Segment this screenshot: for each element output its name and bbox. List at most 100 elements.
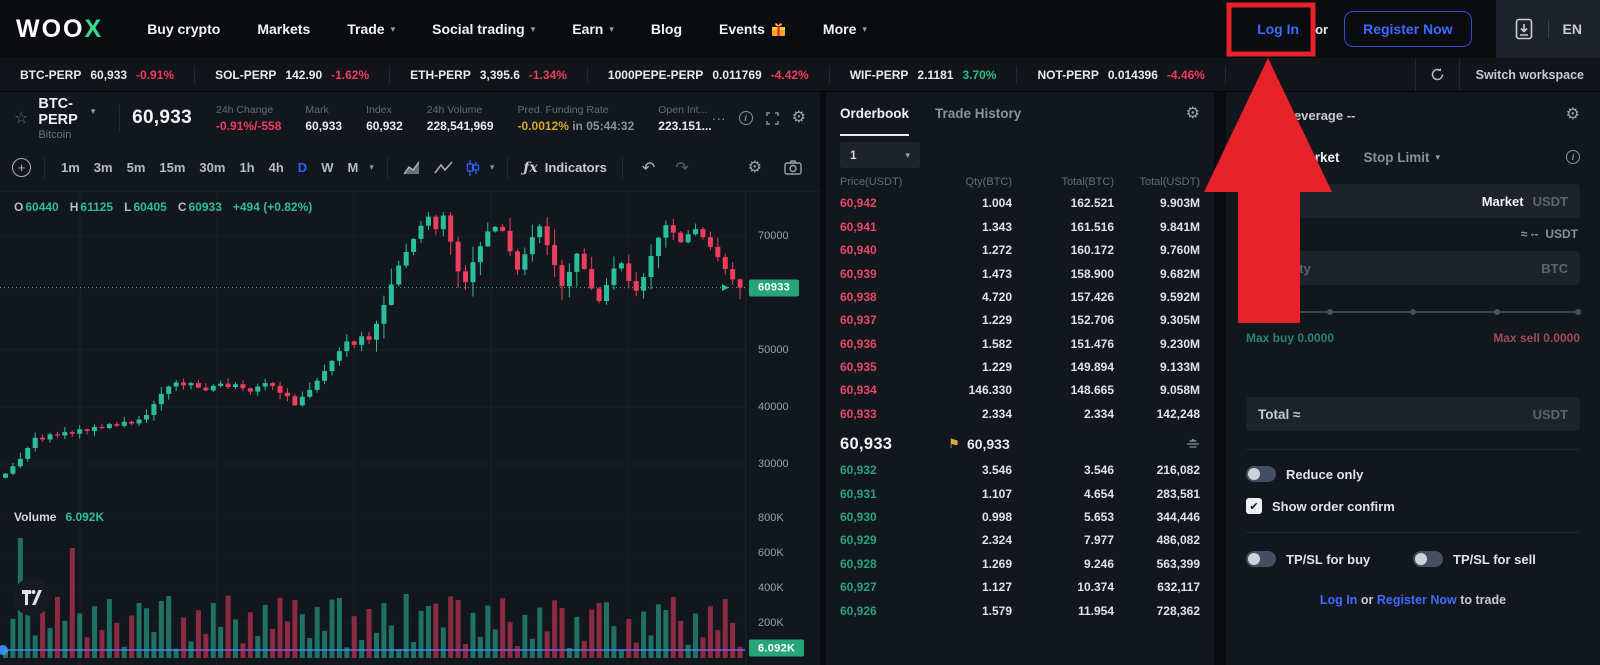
menu-item-blog[interactable]: Blog	[650, 21, 682, 37]
orderbook-settings-gear-icon[interactable]: ⚙	[1185, 105, 1200, 122]
ticker-eth-perp[interactable]: ETH-PERP 3,395.6 -1.34%	[390, 65, 588, 84]
flag-icon: ⚑	[948, 436, 960, 452]
price-field[interactable]: Market USDT	[1246, 184, 1580, 218]
indicators-button[interactable]: ƒx Indicators	[523, 159, 607, 176]
menu-item-more[interactable]: More ▾	[822, 21, 867, 37]
candles-icon[interactable]	[460, 159, 486, 177]
orderbook-row[interactable]: 60,940 1.272 160.172 9.760M	[840, 243, 1200, 258]
ticker-wif-perp[interactable]: WIF-PERP 2.1181 3.70%	[830, 65, 1018, 84]
orderbook-row[interactable]: 60,934 146.330 148.665 9.058M	[840, 383, 1200, 398]
menu-item-earn[interactable]: Earn ▾	[572, 21, 614, 37]
grouping-dropdown[interactable]: 1 ▾	[840, 142, 920, 168]
add-compare-icon[interactable]: +	[12, 158, 31, 177]
order-form-gear-icon[interactable]: ⚙	[1565, 106, 1580, 123]
orderbook-row[interactable]: 60,928 1.269 9.246 563,399	[840, 556, 1200, 571]
timeframe-4h[interactable]: 4h	[268, 160, 284, 175]
orderbook-row[interactable]: 60,926 1.579 11.954 728,362	[840, 603, 1200, 618]
ticker-btc-perp[interactable]: BTC-PERP 60,933 -0.91%	[0, 65, 196, 84]
info-icon[interactable]: i	[1566, 150, 1580, 164]
menu-item-trade[interactable]: Trade ▾	[347, 21, 396, 37]
undo-icon[interactable]: ↶	[641, 159, 656, 177]
orderbook-row[interactable]: 60,936 1.582 151.476 9.230M	[840, 336, 1200, 351]
timeframe-5m[interactable]: 5m	[126, 160, 146, 175]
depth-view-icon[interactable]	[1186, 438, 1200, 450]
timeframe-d[interactable]: D	[297, 160, 308, 175]
download-app-icon[interactable]	[1514, 18, 1534, 40]
orderbook-row[interactable]: 60,929 2.324 7.977 486,082	[840, 533, 1200, 548]
menu-item-events[interactable]: Events	[719, 21, 786, 37]
orderbook-row[interactable]: 60,932 3.546 3.546 216,082	[840, 463, 1200, 478]
camera-icon[interactable]	[778, 160, 808, 175]
orderbook-row[interactable]: 60,930 0.998 5.653 344,446	[840, 510, 1200, 525]
last-price: 60,933	[132, 107, 192, 128]
total-field[interactable]: Total ≈ USDT	[1246, 397, 1580, 431]
tab-trade-history[interactable]: Trade History	[935, 105, 1022, 121]
ticker-sol-perp[interactable]: SOL-PERP 142.90 -1.62%	[195, 65, 391, 84]
timeframe-3m[interactable]: 3m	[93, 160, 113, 175]
register-button[interactable]: Register Now	[1344, 11, 1472, 47]
approx-value: ≈ -- USDT	[1520, 227, 1578, 241]
timeframe-30m[interactable]: 30m	[199, 160, 226, 175]
orderbook-row[interactable]: 60,937 1.229 152.706 9.305M	[840, 313, 1200, 328]
pair-selector[interactable]: BTC-PERP ▾ Bitcoin	[38, 95, 96, 141]
orderbook-row[interactable]: 60,942 1.004 162.521 9.903M	[840, 196, 1200, 211]
chevron-down-icon[interactable]: ▾	[369, 162, 374, 172]
login-link[interactable]: Log In	[1319, 593, 1358, 607]
tab-orderbook[interactable]: Orderbook	[840, 92, 910, 136]
gear-icon[interactable]: ⚙	[791, 109, 806, 126]
timeframe-15m[interactable]: 15m	[159, 160, 186, 175]
tpsl-buy-toggle[interactable]	[1246, 551, 1276, 567]
timeframe-1m[interactable]: 1m	[61, 160, 80, 175]
line-chart-icon[interactable]	[428, 161, 460, 175]
reduce-only-label: Reduce only	[1286, 466, 1364, 482]
stat-pred-funding-rate: Pred. Funding Rate -0.0012% in 05:44:32	[517, 103, 635, 133]
quantity-field[interactable]: Quantity BTC	[1246, 251, 1580, 285]
redo-icon[interactable]: ↷	[675, 159, 689, 177]
tab-market[interactable]: Market	[1296, 149, 1340, 165]
orderbook-row[interactable]: 60,941 1.343 161.516 9.841M	[840, 219, 1200, 234]
chevron-down-icon: ▾	[609, 23, 614, 34]
ticker-not-perp[interactable]: NOT-PERP 0.014396 -4.46%	[1017, 65, 1226, 84]
reduce-only-toggle[interactable]	[1246, 466, 1276, 482]
leverage-label[interactable]: Leverage --	[1286, 107, 1356, 123]
candlestick-canvas[interactable]	[0, 192, 745, 665]
timeframe-1h[interactable]: 1h	[239, 160, 255, 175]
show-order-confirm-checkbox[interactable]: ✔	[1246, 498, 1262, 514]
more-dots-icon[interactable]: ···	[711, 110, 726, 126]
tab-stop-limit[interactable]: Stop Limit ▾	[1363, 149, 1441, 165]
last-price-badge: 60933	[749, 279, 800, 297]
orderbook-row[interactable]: 60,935 1.229 149.894 9.133M	[840, 360, 1200, 375]
menu-item-markets[interactable]: Markets	[257, 21, 311, 37]
area-chart-icon[interactable]	[397, 160, 428, 176]
orderbook-row[interactable]: 60,933 2.334 2.334 142,248	[840, 406, 1200, 421]
orderbook-row[interactable]: 60,938 4.720 157.426 9.592M	[840, 289, 1200, 304]
orderbook-row[interactable]: 60,927 1.127 10.374 632,117	[840, 580, 1200, 595]
tpsl-sell-toggle[interactable]	[1413, 551, 1443, 567]
quantity-slider[interactable]	[1243, 299, 1581, 325]
tradingview-logo[interactable]	[13, 578, 51, 616]
language-selector[interactable]: EN	[1562, 21, 1582, 37]
orderbook-row[interactable]: 60,931 1.107 4.654 283,581	[840, 486, 1200, 501]
expand-icon[interactable]	[765, 111, 779, 125]
chart-settings-gear-icon[interactable]: ⚙	[747, 158, 762, 176]
woox-logo[interactable]: WOOX	[16, 14, 104, 43]
orderbook-row[interactable]: 60,939 1.473 158.900 9.682M	[840, 266, 1200, 281]
timeframe-w[interactable]: W	[321, 160, 334, 175]
refresh-icon[interactable]	[1416, 58, 1460, 91]
chevron-down-icon[interactable]: ▾	[489, 162, 495, 172]
menu-item-buy-crypto[interactable]: Buy crypto	[147, 21, 221, 37]
slider-handle[interactable]	[1243, 307, 1253, 317]
info-icon[interactable]: i	[738, 111, 753, 125]
max-sell: Max sell 0.0000	[1493, 331, 1580, 345]
price-chart[interactable]: 60933 6.092K 70000 50000 40000 30000 800K 600…	[0, 192, 820, 665]
price-axis[interactable]: 60933 6.092K 70000 50000 40000 30000 800K 600…	[745, 192, 820, 665]
switch-workspace-button[interactable]: Switch workspace	[1475, 67, 1584, 82]
menu-item-social-trading[interactable]: Social trading ▾	[432, 21, 536, 37]
ticker-1000pepe-perp[interactable]: 1000PEPE-PERP 0.011769 -4.42%	[588, 65, 830, 84]
register-link[interactable]: Register Now	[1376, 593, 1457, 607]
favorite-star-icon[interactable]: ☆	[14, 110, 29, 127]
orderbook-panel: Orderbook Trade History ⚙ 1 ▾ Price(USDT)…	[820, 92, 1220, 665]
login-button[interactable]: Log In	[1257, 21, 1300, 37]
timeframe-m[interactable]: M	[347, 160, 359, 175]
orderbook-row[interactable]	[826, 625, 1214, 648]
